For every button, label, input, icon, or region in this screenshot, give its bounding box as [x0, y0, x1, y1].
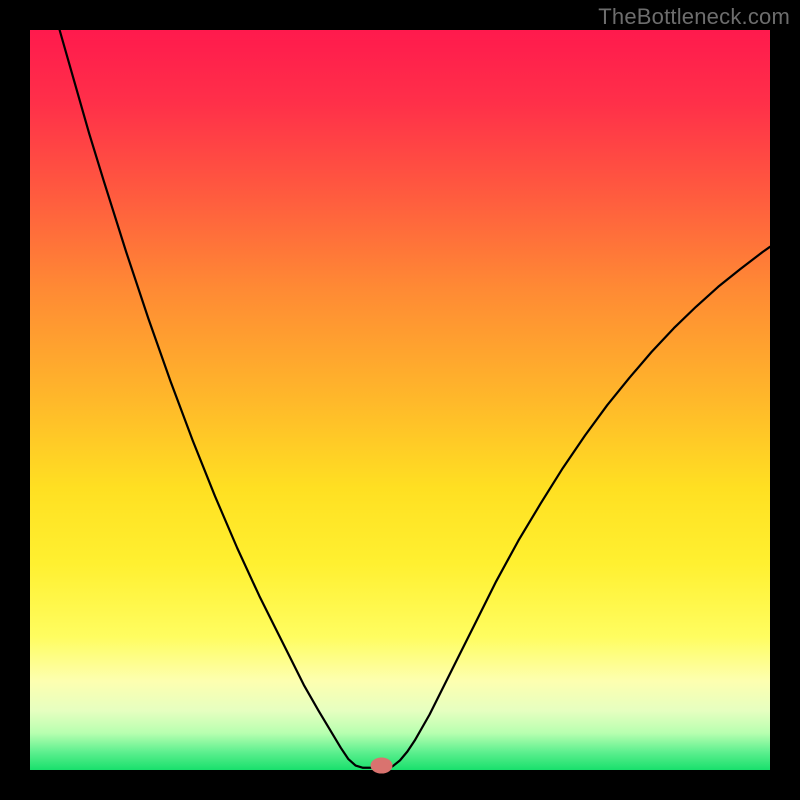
watermark-text: TheBottleneck.com: [598, 4, 790, 30]
chart-svg-wrap: [0, 0, 800, 800]
bottleneck-chart: [0, 0, 800, 800]
bottleneck-chart-container: TheBottleneck.com: [0, 0, 800, 800]
